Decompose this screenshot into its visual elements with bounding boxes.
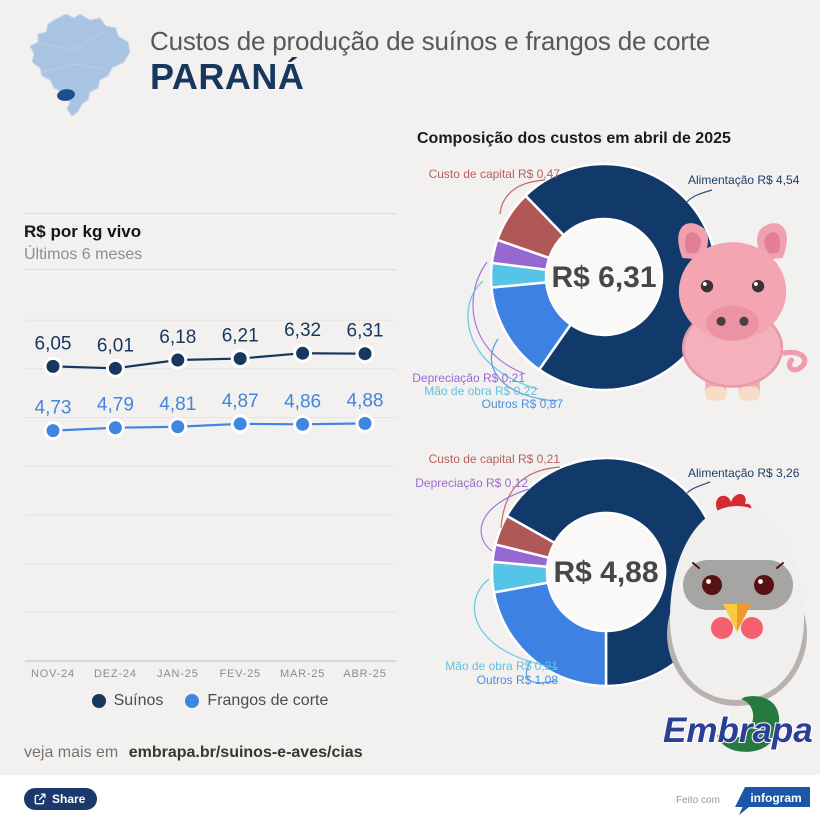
line-chart-title: R$ por kg vivo [24,222,142,241]
donut-section-heading: Composição dos custos em abril de 2025 [417,130,731,147]
embrapa-logo-text: Embrapa [663,711,813,750]
svg-text:6,21: 6,21 [222,326,259,347]
svg-text:6,18: 6,18 [159,327,196,348]
suinos-label-outros: Outros R$ 0,87 [481,397,563,411]
frangos-label-outros: Outros R$ 1,08 [476,673,558,687]
svg-text:6,05: 6,05 [35,333,72,354]
share-icon [34,793,46,805]
svg-text:4,88: 4,88 [347,390,384,411]
share-button[interactable]: Share [24,788,98,810]
frangos-label-mao-de-obra: Mão de obra R$ 0,21 [445,659,558,673]
svg-text:6,01: 6,01 [97,335,134,356]
suinos-label-depreciacao: Depreciação R$ 0,21 [412,371,525,385]
brazil-map-icon [14,8,136,124]
infogram-bubble [735,787,810,815]
suinos-legend-dot [91,694,106,708]
svg-text:4,86: 4,86 [284,391,321,412]
frangos-legend-dot [185,694,200,708]
svg-text:FEV-25: FEV-25 [219,668,261,680]
svg-text:MAR-25: MAR-25 [280,668,325,680]
suinos-label-mao-de-obra: Mão de obra R$ 0,22 [424,384,537,398]
svg-text:6,31: 6,31 [347,321,384,342]
parana-state-highlight [57,89,75,101]
suinos-label-alimentacao: Alimentação R$ 4,54 [688,173,800,187]
svg-text:4,73: 4,73 [35,398,72,419]
embrapa-leaf-shape [717,696,780,752]
svg-text:JAN-25: JAN-25 [157,668,198,680]
svg-text:6,32: 6,32 [284,320,321,341]
svg-text:ABR-25: ABR-25 [343,668,386,680]
pig-illustration [678,223,808,401]
share-button-label: Share [52,792,86,806]
legend-label: Frangos de corte [207,692,329,709]
divider [24,213,396,214]
suinos-label-custo-capital: Custo de capital R$ 0,47 [428,167,560,181]
svg-text:NOV-24: NOV-24 [31,668,75,680]
page-title: Custos de produção de suínos e frangos d… [150,26,711,56]
line-chart-legend: Suínos Frangos de corte [0,692,420,710]
frangos-label-depreciacao: Depreciação R$ 0,12 [415,476,528,490]
svg-text:4,81: 4,81 [159,394,196,415]
see-more-line: veja mais em embrapa.br/suinos-e-aves/ci… [24,744,363,762]
chicken-illustration [667,493,807,706]
svg-text:DEZ-24: DEZ-24 [94,668,137,680]
see-more-link[interactable]: embrapa.br/suinos-e-aves/cias [128,744,363,761]
divider [24,269,396,270]
bottom-bar [0,775,820,820]
infogram-badge[interactable]: infogram [732,786,812,816]
frangos-label-custo-capital: Custo de capital R$ 0,21 [428,452,560,466]
line-chart-subtitle: Últimos 6 meses [24,246,143,263]
suinos-donut-center-value: R$ 6,31 [551,261,657,294]
region-title: PARANÁ [150,56,305,97]
frangos-label-alimentacao: Alimentação R$ 3,26 [688,466,800,480]
legend-item-frangos[interactable]: Frangos de corte [185,692,328,710]
svg-text:4,79: 4,79 [97,395,134,416]
legend-label: Suínos [113,692,164,709]
infogram-badge-label: infogram [750,791,801,805]
legend-item-suinos[interactable]: Suínos [91,692,164,710]
made-with-text: Feito com [676,795,720,806]
embrapa-logo: Embrapa [655,691,815,765]
frangos-donut-center-value: R$ 4,88 [553,556,659,589]
see-more-text: veja mais em [24,744,119,761]
svg-text:4,87: 4,87 [222,391,259,412]
